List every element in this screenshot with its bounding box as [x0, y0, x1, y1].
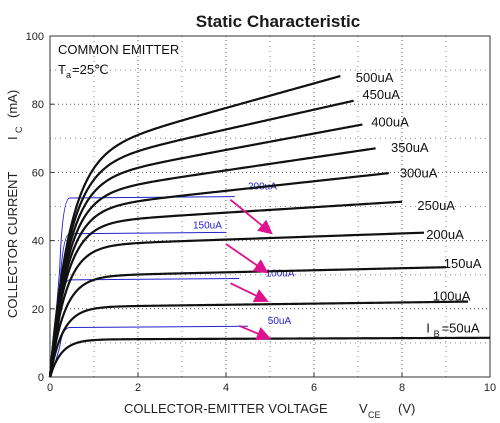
curve-label: B	[434, 329, 440, 339]
curve-label: 300uA	[400, 166, 438, 181]
y-tick-label: 20	[32, 304, 44, 316]
shift-arrow	[238, 325, 272, 341]
x-axis-title: COLLECTOR-EMITTER VOLTAGE V CE (V)	[124, 401, 415, 420]
x-axis-symbol: V	[359, 401, 368, 416]
grid	[50, 36, 490, 377]
x-axis-unit: (V)	[398, 401, 415, 416]
y-tick-label: 0	[38, 372, 44, 384]
overlay-curve-50ua	[50, 325, 249, 378]
y-axis-unit: (mA)	[5, 90, 20, 118]
x-tick-label: 6	[311, 382, 317, 394]
curve-250ua	[48, 200, 403, 378]
x-tick-label: 2	[135, 382, 141, 394]
curve-label: 150uA	[444, 256, 482, 271]
curve-label: =50uA	[442, 321, 480, 336]
y-axis-title: COLLECTOR CURRENT I C (mA)	[5, 90, 24, 318]
curve-100ua	[48, 300, 469, 378]
y-axis-subscript: C	[14, 126, 24, 133]
curve-label: I	[426, 321, 430, 336]
plot-frame	[49, 35, 491, 378]
y-axis-label: COLLECTOR CURRENT	[5, 172, 20, 318]
shift-arrow	[225, 243, 269, 274]
chart-title: Static Characteristic	[196, 12, 360, 31]
curve-label: 500uA	[356, 70, 394, 85]
x-tick-label: 10	[484, 382, 496, 394]
x-tick-label: 4	[223, 382, 229, 394]
y-tick-label: 40	[32, 236, 44, 248]
x-tick-label: 8	[399, 382, 405, 394]
curve-300ua	[48, 172, 389, 378]
curve-500ua	[48, 74, 341, 378]
y-tick-label: 100	[26, 31, 44, 43]
shift-arrows	[225, 198, 273, 341]
curve-labels: 500uA 450uA 400uA 350uA 300uA 250uA 200uA 150uA…	[356, 70, 482, 339]
overlay-label: 150uA	[193, 221, 222, 232]
curve-label: 400uA	[371, 114, 409, 129]
overlay-curve-200ua	[50, 196, 235, 378]
x-tick-label: 0	[47, 382, 53, 394]
y-tick-label: 80	[32, 99, 44, 111]
curve-label: 200uA	[426, 227, 464, 242]
condition-mode: COMMON EMITTER	[58, 42, 179, 57]
curve-label: 100uA	[433, 288, 471, 303]
x-axis-subscript: CE	[368, 410, 381, 420]
shift-arrow	[229, 198, 273, 235]
condition-temp-sub: a	[66, 70, 71, 80]
condition-box: COMMON EMITTER T a =25℃	[58, 42, 179, 80]
x-axis-label: COLLECTOR-EMITTER VOLTAGE	[124, 401, 328, 416]
y-axis-symbol: I	[5, 136, 20, 140]
shift-arrow	[230, 282, 269, 303]
condition-temp-value: =25℃	[72, 62, 109, 77]
curve-200ua	[48, 231, 425, 378]
overlay-label: 100uA	[266, 268, 295, 279]
curve-400ua	[48, 123, 363, 378]
overlay-label: 50uA	[268, 316, 292, 327]
condition-temp-symbol: T	[58, 62, 66, 77]
curve-label: 450uA	[362, 87, 400, 102]
curve-150ua	[48, 266, 447, 378]
y-tick-label: 60	[32, 167, 44, 179]
curve-450ua	[48, 99, 354, 378]
curve-label: 250uA	[417, 198, 455, 213]
curve-label: 350uA	[391, 140, 429, 155]
curve-350ua	[48, 147, 376, 378]
characteristic-curves	[48, 74, 491, 378]
